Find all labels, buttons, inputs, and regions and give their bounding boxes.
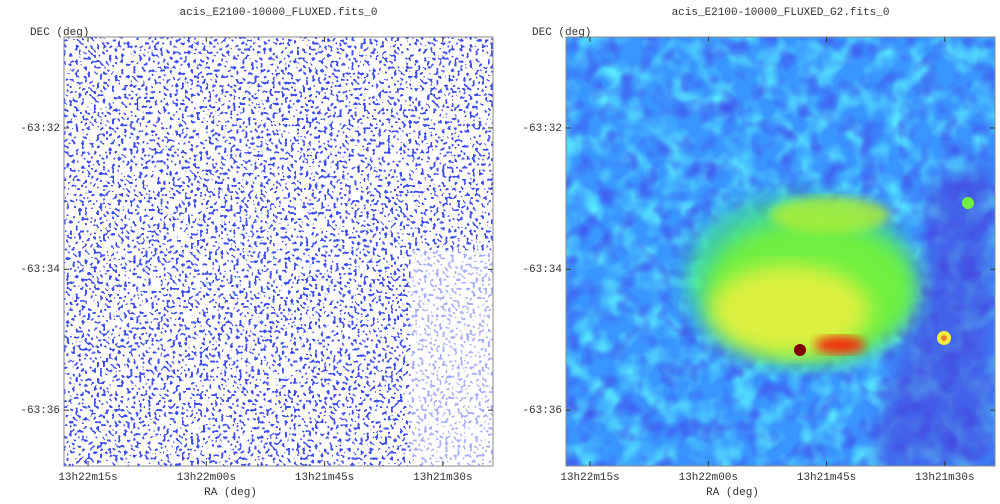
y-tick-label: -63:34 xyxy=(522,264,562,276)
image-smoothed xyxy=(566,37,995,466)
x-tick-label: 13h21m45s xyxy=(797,472,856,484)
x-tick-label: 13h21m45s xyxy=(295,472,354,484)
x-tick-label: 13h22m00s xyxy=(177,472,236,484)
chart-title: acis_E2100-10000_FLUXED_G2.fits_0 xyxy=(672,7,890,19)
y-axis-label: DEC (deg) xyxy=(30,27,89,39)
y-tick-label: -63:36 xyxy=(522,405,562,417)
y-tick-label: -63:32 xyxy=(20,123,60,135)
y-tick-label: -63:36 xyxy=(20,405,60,417)
x-tick-label: 13h21m30s xyxy=(413,472,472,484)
x-tick-label: 13h22m00s xyxy=(679,472,738,484)
image-counts xyxy=(64,37,493,466)
plot-frame xyxy=(565,36,996,467)
y-tick-label: -63:32 xyxy=(522,123,562,135)
x-tick-label: 13h22m15s xyxy=(560,472,619,484)
plot-frame xyxy=(63,36,494,467)
chart-title: acis_E2100-10000_FLUXED.fits_0 xyxy=(179,7,377,19)
y-tick-label: -63:34 xyxy=(20,264,60,276)
x-tick-label: 13h22m15s xyxy=(58,472,117,484)
x-axis-label: RA (deg) xyxy=(204,487,257,499)
y-axis-label: DEC (deg) xyxy=(532,27,591,39)
x-axis-label: RA (deg) xyxy=(706,487,759,499)
x-tick-label: 13h21m30s xyxy=(915,472,974,484)
